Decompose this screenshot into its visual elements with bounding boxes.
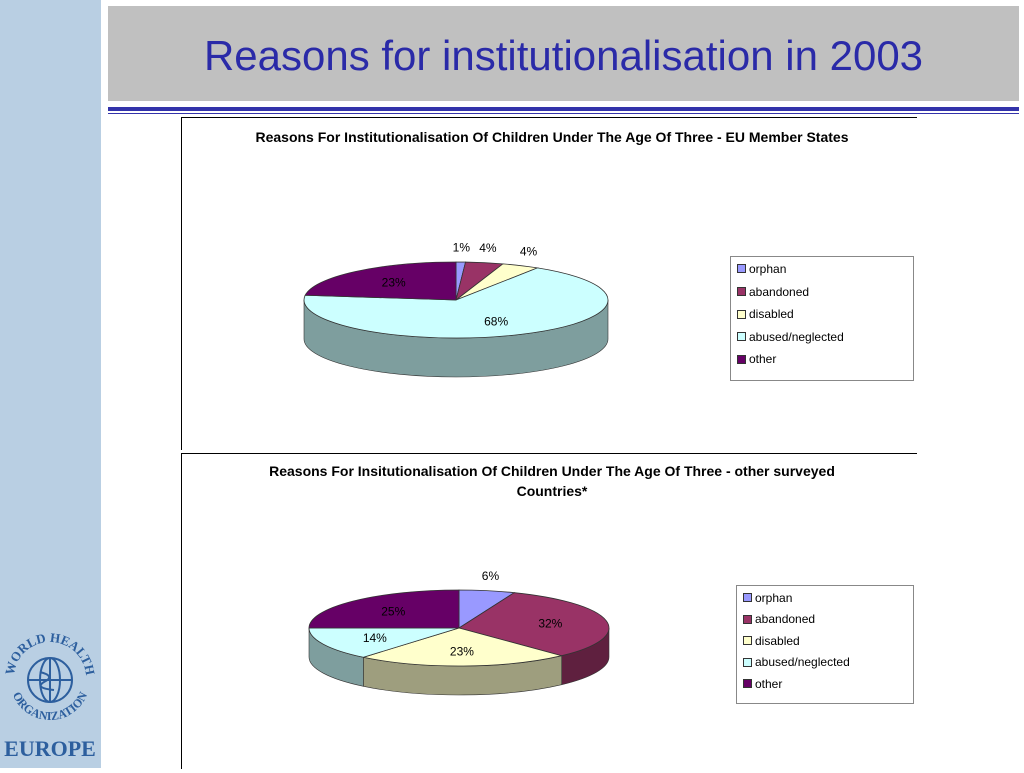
legend-swatch — [743, 593, 752, 603]
title-rule-thin — [108, 113, 1019, 114]
chart-legend: orphan abandoned disabled abused/neglected o… — [730, 256, 914, 381]
legend-item: other — [737, 351, 776, 367]
legend-swatch — [743, 657, 752, 667]
data-label: 23% — [450, 645, 474, 659]
legend-item: disabled — [737, 306, 794, 322]
legend-label: abandoned — [755, 612, 816, 627]
legend-label: disabled — [749, 307, 794, 322]
pie-chart-other: 6% 32% 23% 14% 25% — [308, 569, 610, 696]
data-label: 23% — [382, 275, 406, 289]
legend-swatch — [737, 286, 746, 296]
legend-swatch — [743, 636, 752, 646]
legend-swatch — [743, 678, 752, 688]
data-label: 4% — [479, 241, 497, 255]
legend-item: abused/neglected — [737, 329, 844, 345]
legend-swatch — [743, 614, 752, 624]
data-label: 14% — [363, 631, 387, 645]
pie-slice-abused-neglected — [308, 627, 460, 658]
data-label: 32% — [538, 617, 562, 631]
legend-item: abandoned — [743, 611, 815, 627]
pie-slice-abandoned — [458, 592, 610, 657]
legend-item: abused/neglected — [743, 654, 850, 670]
legend-swatch — [737, 354, 746, 364]
pie-slice-other — [308, 589, 460, 629]
chart-legend: orphan abandoned disabled abused/neglected o… — [736, 585, 914, 704]
pie-slice-disabled — [363, 627, 562, 667]
pie-slice-abused-neglected — [303, 267, 609, 339]
title-bar: Reasons for institutionalisation in 2003 — [108, 6, 1019, 101]
legend-swatch — [737, 332, 746, 342]
chart-title: Reasons For Institutionalisation Of Chil… — [255, 129, 849, 145]
data-label: 6% — [482, 569, 500, 583]
legend-label: orphan — [755, 591, 793, 605]
legend-label: disabled — [755, 633, 800, 648]
title-rule — [108, 107, 1019, 111]
legend-label: other — [755, 676, 783, 691]
legend-item: orphan — [737, 261, 786, 277]
who-europe-logo: WORLD HEALTH ORGANIZATION EUROPE — [0, 628, 101, 768]
chart-panel-eu: Reasons For Institutionalisation Of Chil… — [181, 117, 917, 450]
slide-title: Reasons for institutionalisation in 2003 — [203, 32, 924, 79]
logo-region: EUROPE — [4, 736, 96, 761]
legend-label: other — [749, 352, 777, 367]
data-label: 68% — [484, 314, 508, 328]
data-label: 4% — [520, 244, 538, 258]
legend-item: other — [743, 676, 782, 692]
sidebar-band — [0, 0, 101, 768]
legend-label: abused/neglected — [755, 655, 850, 670]
legend-label: abused/neglected — [749, 329, 844, 344]
legend-swatch — [737, 309, 746, 319]
pie-slice-other — [304, 261, 457, 301]
chart-title: Reasons For Insitutionalisation Of Child… — [269, 463, 835, 499]
data-label: 1% — [453, 240, 471, 254]
legend-item: orphan — [743, 590, 792, 606]
chart-panel-other: Reasons For Insitutionalisation Of Child… — [181, 453, 917, 769]
data-label: 25% — [381, 604, 405, 618]
legend-item: disabled — [743, 633, 800, 649]
legend-label: orphan — [749, 262, 787, 276]
pie-chart-eu: 1% 4% 4% 68% 23% — [303, 240, 609, 378]
legend-item: abandoned — [737, 284, 809, 300]
legend-swatch — [737, 264, 746, 274]
legend-label: abandoned — [749, 284, 810, 299]
